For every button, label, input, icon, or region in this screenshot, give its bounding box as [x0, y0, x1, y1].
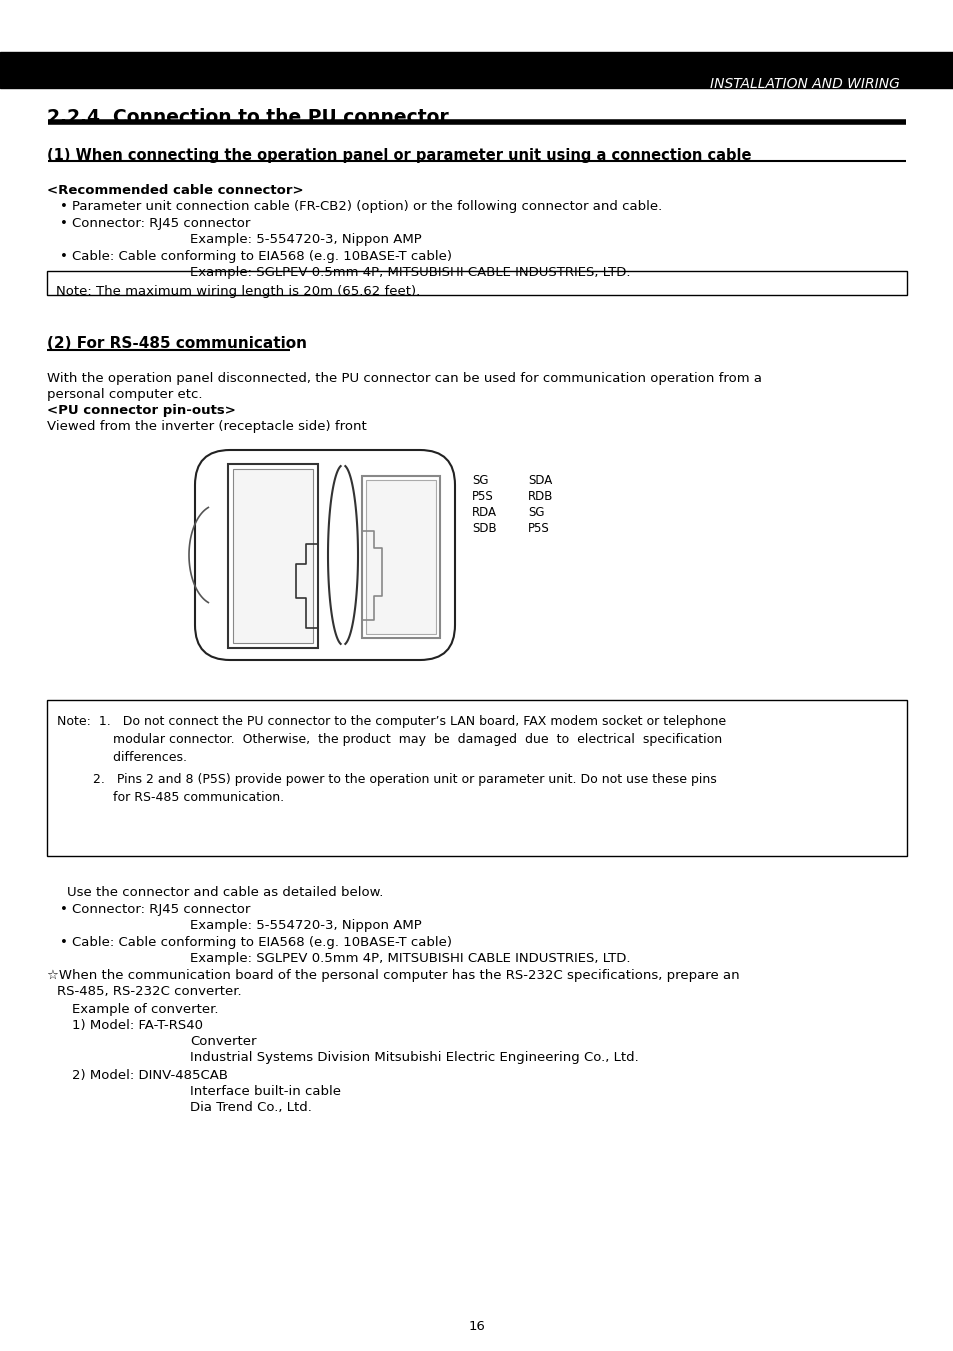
Text: Industrial Systems Division Mitsubishi Electric Engineering Co., Ltd.: Industrial Systems Division Mitsubishi E… [190, 1051, 639, 1065]
Text: (2) For RS-485 communication: (2) For RS-485 communication [47, 336, 307, 351]
Text: Example of converter.: Example of converter. [71, 1002, 218, 1016]
Text: •: • [60, 218, 68, 230]
Text: Viewed from the inverter (receptacle side) front: Viewed from the inverter (receptacle sid… [47, 420, 366, 434]
Bar [0, 51, 953, 88]
Text: ☆When the communication board of the personal computer has the RS-232C specifica: ☆When the communication board of the per… [47, 969, 739, 982]
Text: Example: SGLPEV 0.5mm 4P, MITSUBISHI CABLE INDUSTRIES, LTD.: Example: SGLPEV 0.5mm 4P, MITSUBISHI CAB… [190, 266, 630, 280]
Text: SG: SG [527, 507, 544, 519]
Text: Connector: RJ45 connector: Connector: RJ45 connector [71, 902, 250, 916]
Text: differences.: differences. [57, 751, 187, 765]
Text: Parameter unit connection cable (FR-CB2) (option) or the following connector and: Parameter unit connection cable (FR-CB2)… [71, 200, 661, 213]
Text: •: • [60, 250, 68, 263]
Bar [361, 476, 439, 638]
Text: Cable: Cable conforming to EIA568 (e.g. 10BASE-T cable): Cable: Cable conforming to EIA568 (e.g. … [71, 936, 452, 948]
Text: Use the connector and cable as detailed below.: Use the connector and cable as detailed … [67, 886, 383, 898]
Text: personal computer etc.: personal computer etc. [47, 388, 202, 401]
Text: modular connector.  Otherwise,  the product  may  be  damaged  due  to  electric: modular connector. Otherwise, the produc… [57, 734, 721, 746]
Text: for RS-485 communication.: for RS-485 communication. [57, 790, 284, 804]
Text: Note:  1.   Do not connect the PU connector to the computer’s LAN board, FAX mod: Note: 1. Do not connect the PU connector… [57, 715, 725, 728]
Text: 2.2.4  Connection to the PU connector: 2.2.4 Connection to the PU connector [47, 108, 448, 127]
Text: Example: 5-554720-3, Nippon AMP: Example: 5-554720-3, Nippon AMP [190, 232, 421, 246]
Text: •: • [60, 200, 68, 213]
Text: RDA: RDA [472, 507, 497, 519]
Text: 16: 16 [468, 1320, 485, 1333]
Text: INSTALLATION AND WIRING: INSTALLATION AND WIRING [709, 77, 899, 91]
Text: •: • [60, 936, 68, 948]
Text: Converter: Converter [190, 1035, 256, 1048]
Bar [228, 463, 317, 648]
Text: Cable: Cable conforming to EIA568 (e.g. 10BASE-T cable): Cable: Cable conforming to EIA568 (e.g. … [71, 250, 452, 263]
Text: Connector: RJ45 connector: Connector: RJ45 connector [71, 218, 250, 230]
Text: SG: SG [472, 474, 488, 486]
Bar [233, 469, 313, 643]
Text: SDB: SDB [472, 521, 497, 535]
Text: Note: The maximum wiring length is 20m (65.62 feet).: Note: The maximum wiring length is 20m (… [56, 285, 420, 299]
Text: •: • [60, 902, 68, 916]
Bar [366, 480, 436, 634]
Text: (1) When connecting the operation panel or parameter unit using a connection cab: (1) When connecting the operation panel … [47, 149, 751, 163]
FancyBboxPatch shape [194, 450, 455, 661]
Text: 2.   Pins 2 and 8 (P5S) provide power to the operation unit or parameter unit. D: 2. Pins 2 and 8 (P5S) provide power to t… [57, 773, 716, 786]
Text: P5S: P5S [527, 521, 549, 535]
Text: Interface built-in cable: Interface built-in cable [190, 1085, 340, 1098]
Text: Dia Trend Co., Ltd.: Dia Trend Co., Ltd. [190, 1101, 312, 1115]
Bar [47, 700, 906, 857]
Text: RS-485, RS-232C converter.: RS-485, RS-232C converter. [57, 985, 241, 998]
Text: <Recommended cable connector>: <Recommended cable connector> [47, 184, 303, 197]
Text: RDB: RDB [527, 490, 553, 503]
Text: Example: 5-554720-3, Nippon AMP: Example: 5-554720-3, Nippon AMP [190, 919, 421, 932]
Bar [47, 272, 906, 295]
Text: Example: SGLPEV 0.5mm 4P, MITSUBISHI CABLE INDUSTRIES, LTD.: Example: SGLPEV 0.5mm 4P, MITSUBISHI CAB… [190, 952, 630, 965]
Text: SDA: SDA [527, 474, 552, 486]
Text: <PU connector pin-outs>: <PU connector pin-outs> [47, 404, 235, 417]
Text: With the operation panel disconnected, the PU connector can be used for communic: With the operation panel disconnected, t… [47, 372, 761, 385]
Text: 1) Model: FA-T-RS40: 1) Model: FA-T-RS40 [71, 1019, 203, 1032]
Text: 2) Model: DINV-485CAB: 2) Model: DINV-485CAB [71, 1069, 228, 1082]
Text: P5S: P5S [472, 490, 494, 503]
